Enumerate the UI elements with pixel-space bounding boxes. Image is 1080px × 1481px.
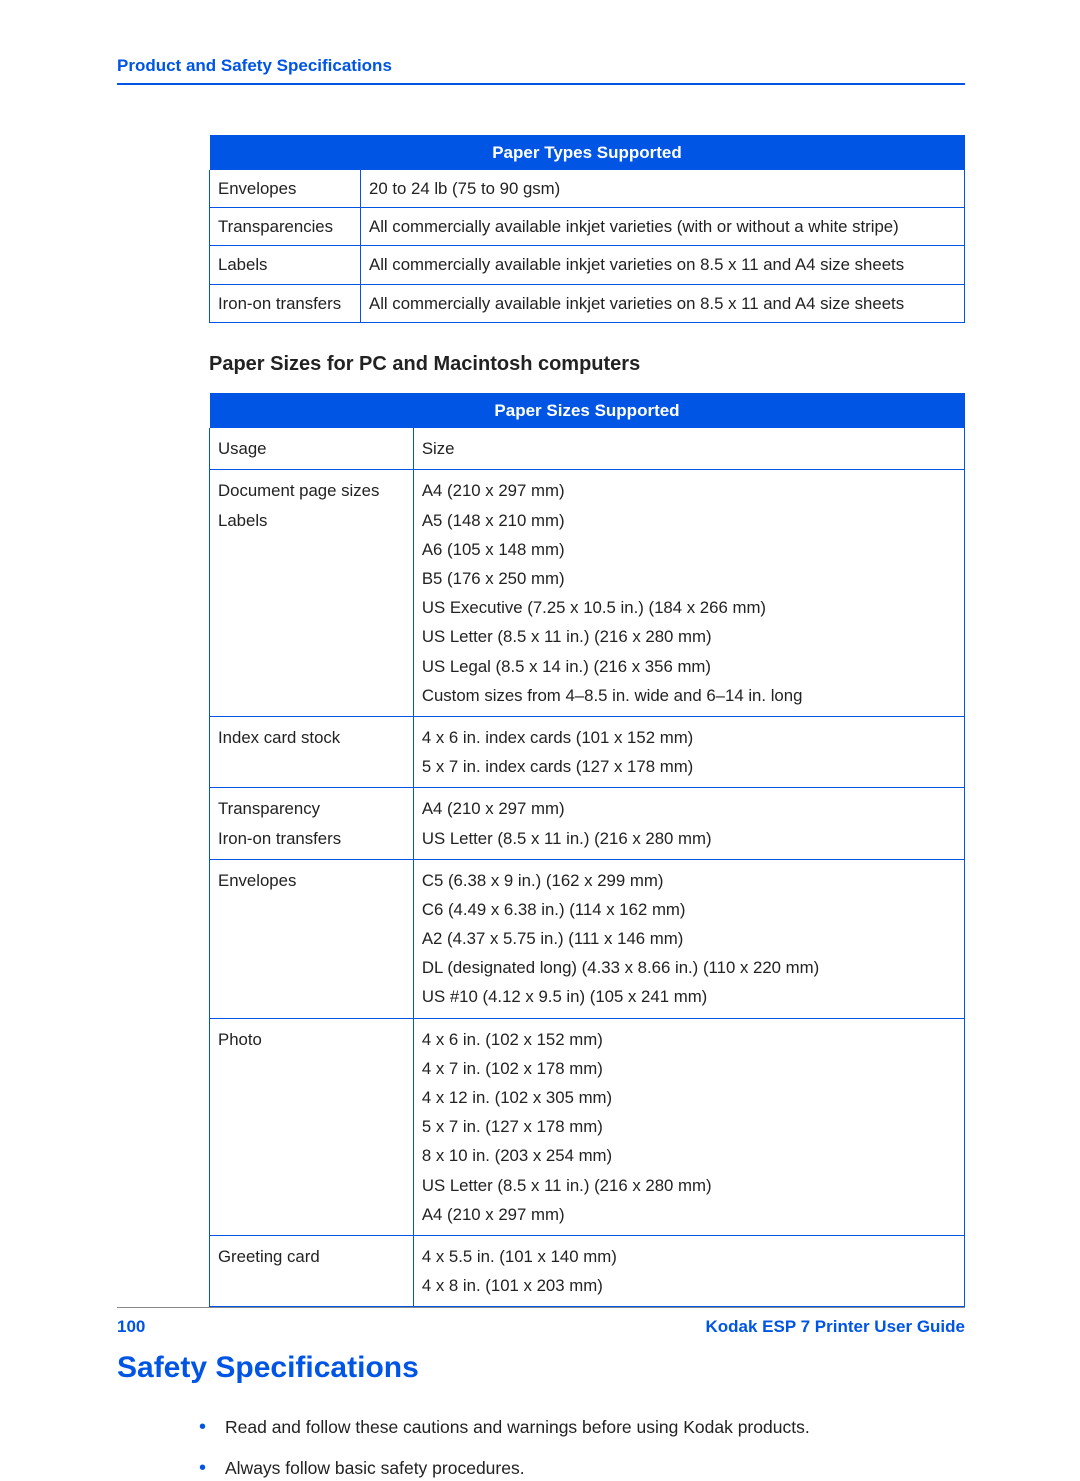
cell-line: US Letter (8.5 x 11 in.) (216 x 280 mm) xyxy=(422,824,956,853)
cell-line: 4 x 7 in. (102 x 178 mm) xyxy=(422,1054,956,1083)
cell-line: 5 x 7 in. (127 x 178 mm) xyxy=(422,1112,956,1141)
table-cell: Transparencies xyxy=(210,208,361,246)
cell-line: US #10 (4.12 x 9.5 in) (105 x 241 mm) xyxy=(422,982,956,1011)
paper-sizes-table: Paper Sizes Supported Usage Size Document … xyxy=(209,393,965,1308)
table-cell: TransparencyIron-on transfers xyxy=(210,788,414,859)
cell-line: A4 (210 x 297 mm) xyxy=(422,794,956,823)
cell-line: US Letter (8.5 x 11 in.) (216 x 280 mm) xyxy=(422,622,956,651)
cell-line: B5 (176 x 250 mm) xyxy=(422,564,956,593)
table-cell: All commercially available inkjet variet… xyxy=(361,246,965,284)
table-cell: Photo xyxy=(210,1018,414,1235)
cell-line: A4 (210 x 297 mm) xyxy=(422,1200,956,1229)
cell-line: Custom sizes from 4–8.5 in. wide and 6–1… xyxy=(422,681,956,710)
cell-line: A4 (210 x 297 mm) xyxy=(422,476,956,505)
tables-wrap: Paper Types Supported Envelopes20 to 24 … xyxy=(117,135,965,1308)
paper-types-table-title: Paper Types Supported xyxy=(210,135,965,171)
table-cell: 4 x 6 in. index cards (101 x 152 mm)5 x … xyxy=(413,716,964,787)
cell-line: Transparency xyxy=(218,794,405,823)
table-row: Envelopes20 to 24 lb (75 to 90 gsm) xyxy=(210,170,965,208)
cell-line: 5 x 7 in. index cards (127 x 178 mm) xyxy=(422,752,956,781)
cell-line: 4 x 12 in. (102 x 305 mm) xyxy=(422,1083,956,1112)
cell-line: 4 x 6 in. index cards (101 x 152 mm) xyxy=(422,723,956,752)
table-cell: C5 (6.38 x 9 in.) (162 x 299 mm)C6 (4.49… xyxy=(413,859,964,1018)
table-cell: Document page sizesLabels xyxy=(210,470,414,717)
safety-spec-heading: Safety Specifications xyxy=(117,1345,965,1390)
table-row: Iron-on transfersAll commercially availa… xyxy=(210,284,965,322)
table-cell: Labels xyxy=(210,246,361,284)
cell-line: US Executive (7.25 x 10.5 in.) (184 x 26… xyxy=(422,593,956,622)
table-cell: Envelopes xyxy=(210,859,414,1018)
safety-bullets: Read and follow these cautions and warni… xyxy=(117,1414,965,1481)
cell-line: Document page sizes xyxy=(218,476,405,505)
cell-line: Envelopes xyxy=(218,866,405,895)
table-cell: All commercially available inkjet variet… xyxy=(361,284,965,322)
paper-sizes-subheading: Paper Sizes for PC and Macintosh compute… xyxy=(209,349,965,379)
cell-line: A2 (4.37 x 5.75 in.) (111 x 146 mm) xyxy=(422,924,956,953)
cell-line: 8 x 10 in. (203 x 254 mm) xyxy=(422,1141,956,1170)
page-footer: 100 Kodak ESP 7 Printer User Guide xyxy=(117,1307,965,1340)
cell-line: 4 x 5.5 in. (101 x 140 mm) xyxy=(422,1242,956,1271)
table-row: Envelopes C5 (6.38 x 9 in.) (162 x 299 mm… xyxy=(210,859,965,1018)
cell-line: Labels xyxy=(218,506,405,535)
guide-title: Kodak ESP 7 Printer User Guide xyxy=(706,1314,966,1340)
paper-sizes-table-title: Paper Sizes Supported xyxy=(210,393,965,429)
cell-line: US Letter (8.5 x 11 in.) (216 x 280 mm) xyxy=(422,1171,956,1200)
bullet-item: Always follow basic safety procedures. xyxy=(199,1455,965,1481)
cell-line: Size xyxy=(422,434,956,463)
table-cell: Envelopes xyxy=(210,170,361,208)
cell-line: DL (designated long) (4.33 x 8.66 in.) (… xyxy=(422,953,956,982)
cell-line: A6 (105 x 148 mm) xyxy=(422,535,956,564)
cell-line: Photo xyxy=(218,1025,405,1054)
cell-line: A5 (148 x 210 mm) xyxy=(422,506,956,535)
table-row: Document page sizesLabelsA4 (210 x 297 m… xyxy=(210,470,965,717)
table-cell: A4 (210 x 297 mm)US Letter (8.5 x 11 in.… xyxy=(413,788,964,859)
paper-types-table: Paper Types Supported Envelopes20 to 24 … xyxy=(209,135,965,323)
table-row: Photo 4 x 6 in. (102 x 152 mm)4 x 7 in. (… xyxy=(210,1018,965,1235)
cell-line: 4 x 8 in. (101 x 203 mm) xyxy=(422,1271,956,1300)
section-header: Product and Safety Specifications xyxy=(117,53,965,85)
table-cell: All commercially available inkjet variet… xyxy=(361,208,965,246)
table-row: Index card stock 4 x 6 in. index cards (1… xyxy=(210,716,965,787)
table-cell: A4 (210 x 297 mm)A5 (148 x 210 mm)A6 (10… xyxy=(413,470,964,717)
table-row: LabelsAll commercially available inkjet … xyxy=(210,246,965,284)
table-cell: Index card stock xyxy=(210,716,414,787)
cell-line: Iron-on transfers xyxy=(218,824,405,853)
table-cell: Size xyxy=(413,428,964,470)
table-cell: 4 x 5.5 in. (101 x 140 mm)4 x 8 in. (101… xyxy=(413,1235,964,1306)
bullet-item: Read and follow these cautions and warni… xyxy=(199,1414,965,1440)
cell-line: Index card stock xyxy=(218,723,405,752)
cell-line: Greeting card xyxy=(218,1242,405,1271)
table-row: TransparenciesAll commercially available… xyxy=(210,208,965,246)
cell-line: C6 (4.49 x 6.38 in.) (114 x 162 mm) xyxy=(422,895,956,924)
cell-line: 4 x 6 in. (102 x 152 mm) xyxy=(422,1025,956,1054)
table-cell: 20 to 24 lb (75 to 90 gsm) xyxy=(361,170,965,208)
cell-line: US Legal (8.5 x 14 in.) (216 x 356 mm) xyxy=(422,652,956,681)
table-row: Greeting card 4 x 5.5 in. (101 x 140 mm)4… xyxy=(210,1235,965,1306)
table-row: Usage Size xyxy=(210,428,965,470)
table-cell: Iron-on transfers xyxy=(210,284,361,322)
table-cell: Greeting card xyxy=(210,1235,414,1306)
table-cell: Usage xyxy=(210,428,414,470)
table-row: TransparencyIron-on transfersA4 (210 x 2… xyxy=(210,788,965,859)
table-cell: 4 x 6 in. (102 x 152 mm)4 x 7 in. (102 x… xyxy=(413,1018,964,1235)
cell-line: C5 (6.38 x 9 in.) (162 x 299 mm) xyxy=(422,866,956,895)
page-number: 100 xyxy=(117,1314,145,1340)
cell-line: Usage xyxy=(218,434,405,463)
